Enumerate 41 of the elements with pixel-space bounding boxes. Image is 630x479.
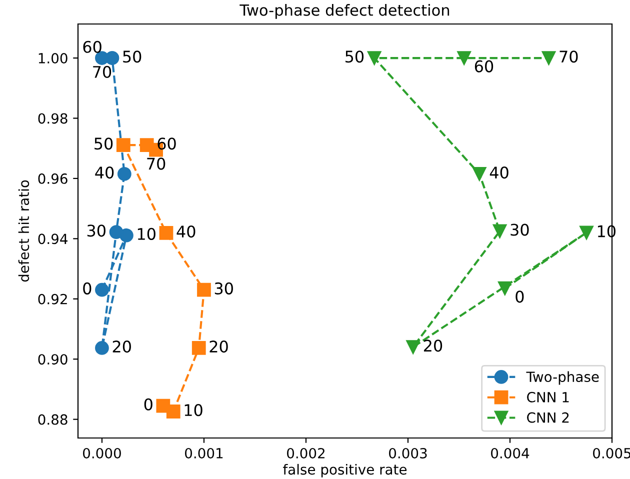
y-tick-label: 0.92 xyxy=(38,294,67,304)
x-axis-title: false positive rate xyxy=(283,464,407,478)
y-tick-label: 0.94 xyxy=(38,234,68,244)
annotation: 40 xyxy=(176,226,196,238)
annotation: 60 xyxy=(158,138,176,150)
annotation: 20 xyxy=(112,340,131,353)
annotation: 70 xyxy=(147,158,166,170)
annotation: 40 xyxy=(490,166,508,179)
annotation: 30 xyxy=(87,224,106,237)
y-axis-title: defect hit ratio xyxy=(18,180,30,282)
legend-label: CNN 2 xyxy=(527,412,569,423)
x-tick-label: 0.000 xyxy=(83,448,121,458)
annotation: 10 xyxy=(184,404,202,416)
y-tick-label: 0.98 xyxy=(38,113,68,124)
annotation: 50 xyxy=(346,50,364,63)
annotation: 0 xyxy=(516,290,524,303)
annotation: 0 xyxy=(144,398,152,410)
x-tick-label: 0.003 xyxy=(389,448,427,458)
annotation: 30 xyxy=(510,224,529,236)
legend-label: Two-phase xyxy=(526,371,599,385)
annotation: 30 xyxy=(214,282,233,294)
annotation: 10 xyxy=(138,228,156,240)
y-tick-label: 1.00 xyxy=(38,52,68,64)
chart-title: Two-phase defect detection xyxy=(240,4,450,19)
annotation: 0 xyxy=(83,282,92,294)
y-tick-label: 0.90 xyxy=(38,354,68,365)
annotation: 50 xyxy=(123,50,142,63)
annotation: 70 xyxy=(93,66,112,78)
y-tick-label: 0.88 xyxy=(38,414,68,425)
annotation: 60 xyxy=(474,60,494,72)
x-tick-label: 0.002 xyxy=(287,448,324,458)
annotation: 40 xyxy=(95,166,114,179)
legend-label: CNN 1 xyxy=(527,392,569,402)
annotation: 60 xyxy=(83,40,102,53)
x-tick-label: 0.001 xyxy=(185,448,223,458)
annotation: 20 xyxy=(424,340,442,352)
y-tick-label: 0.96 xyxy=(38,173,68,184)
annotation: 70 xyxy=(560,50,578,63)
x-tick-label: 0.004 xyxy=(491,448,530,458)
annotation: 50 xyxy=(94,138,113,150)
annotation: 20 xyxy=(210,340,228,353)
